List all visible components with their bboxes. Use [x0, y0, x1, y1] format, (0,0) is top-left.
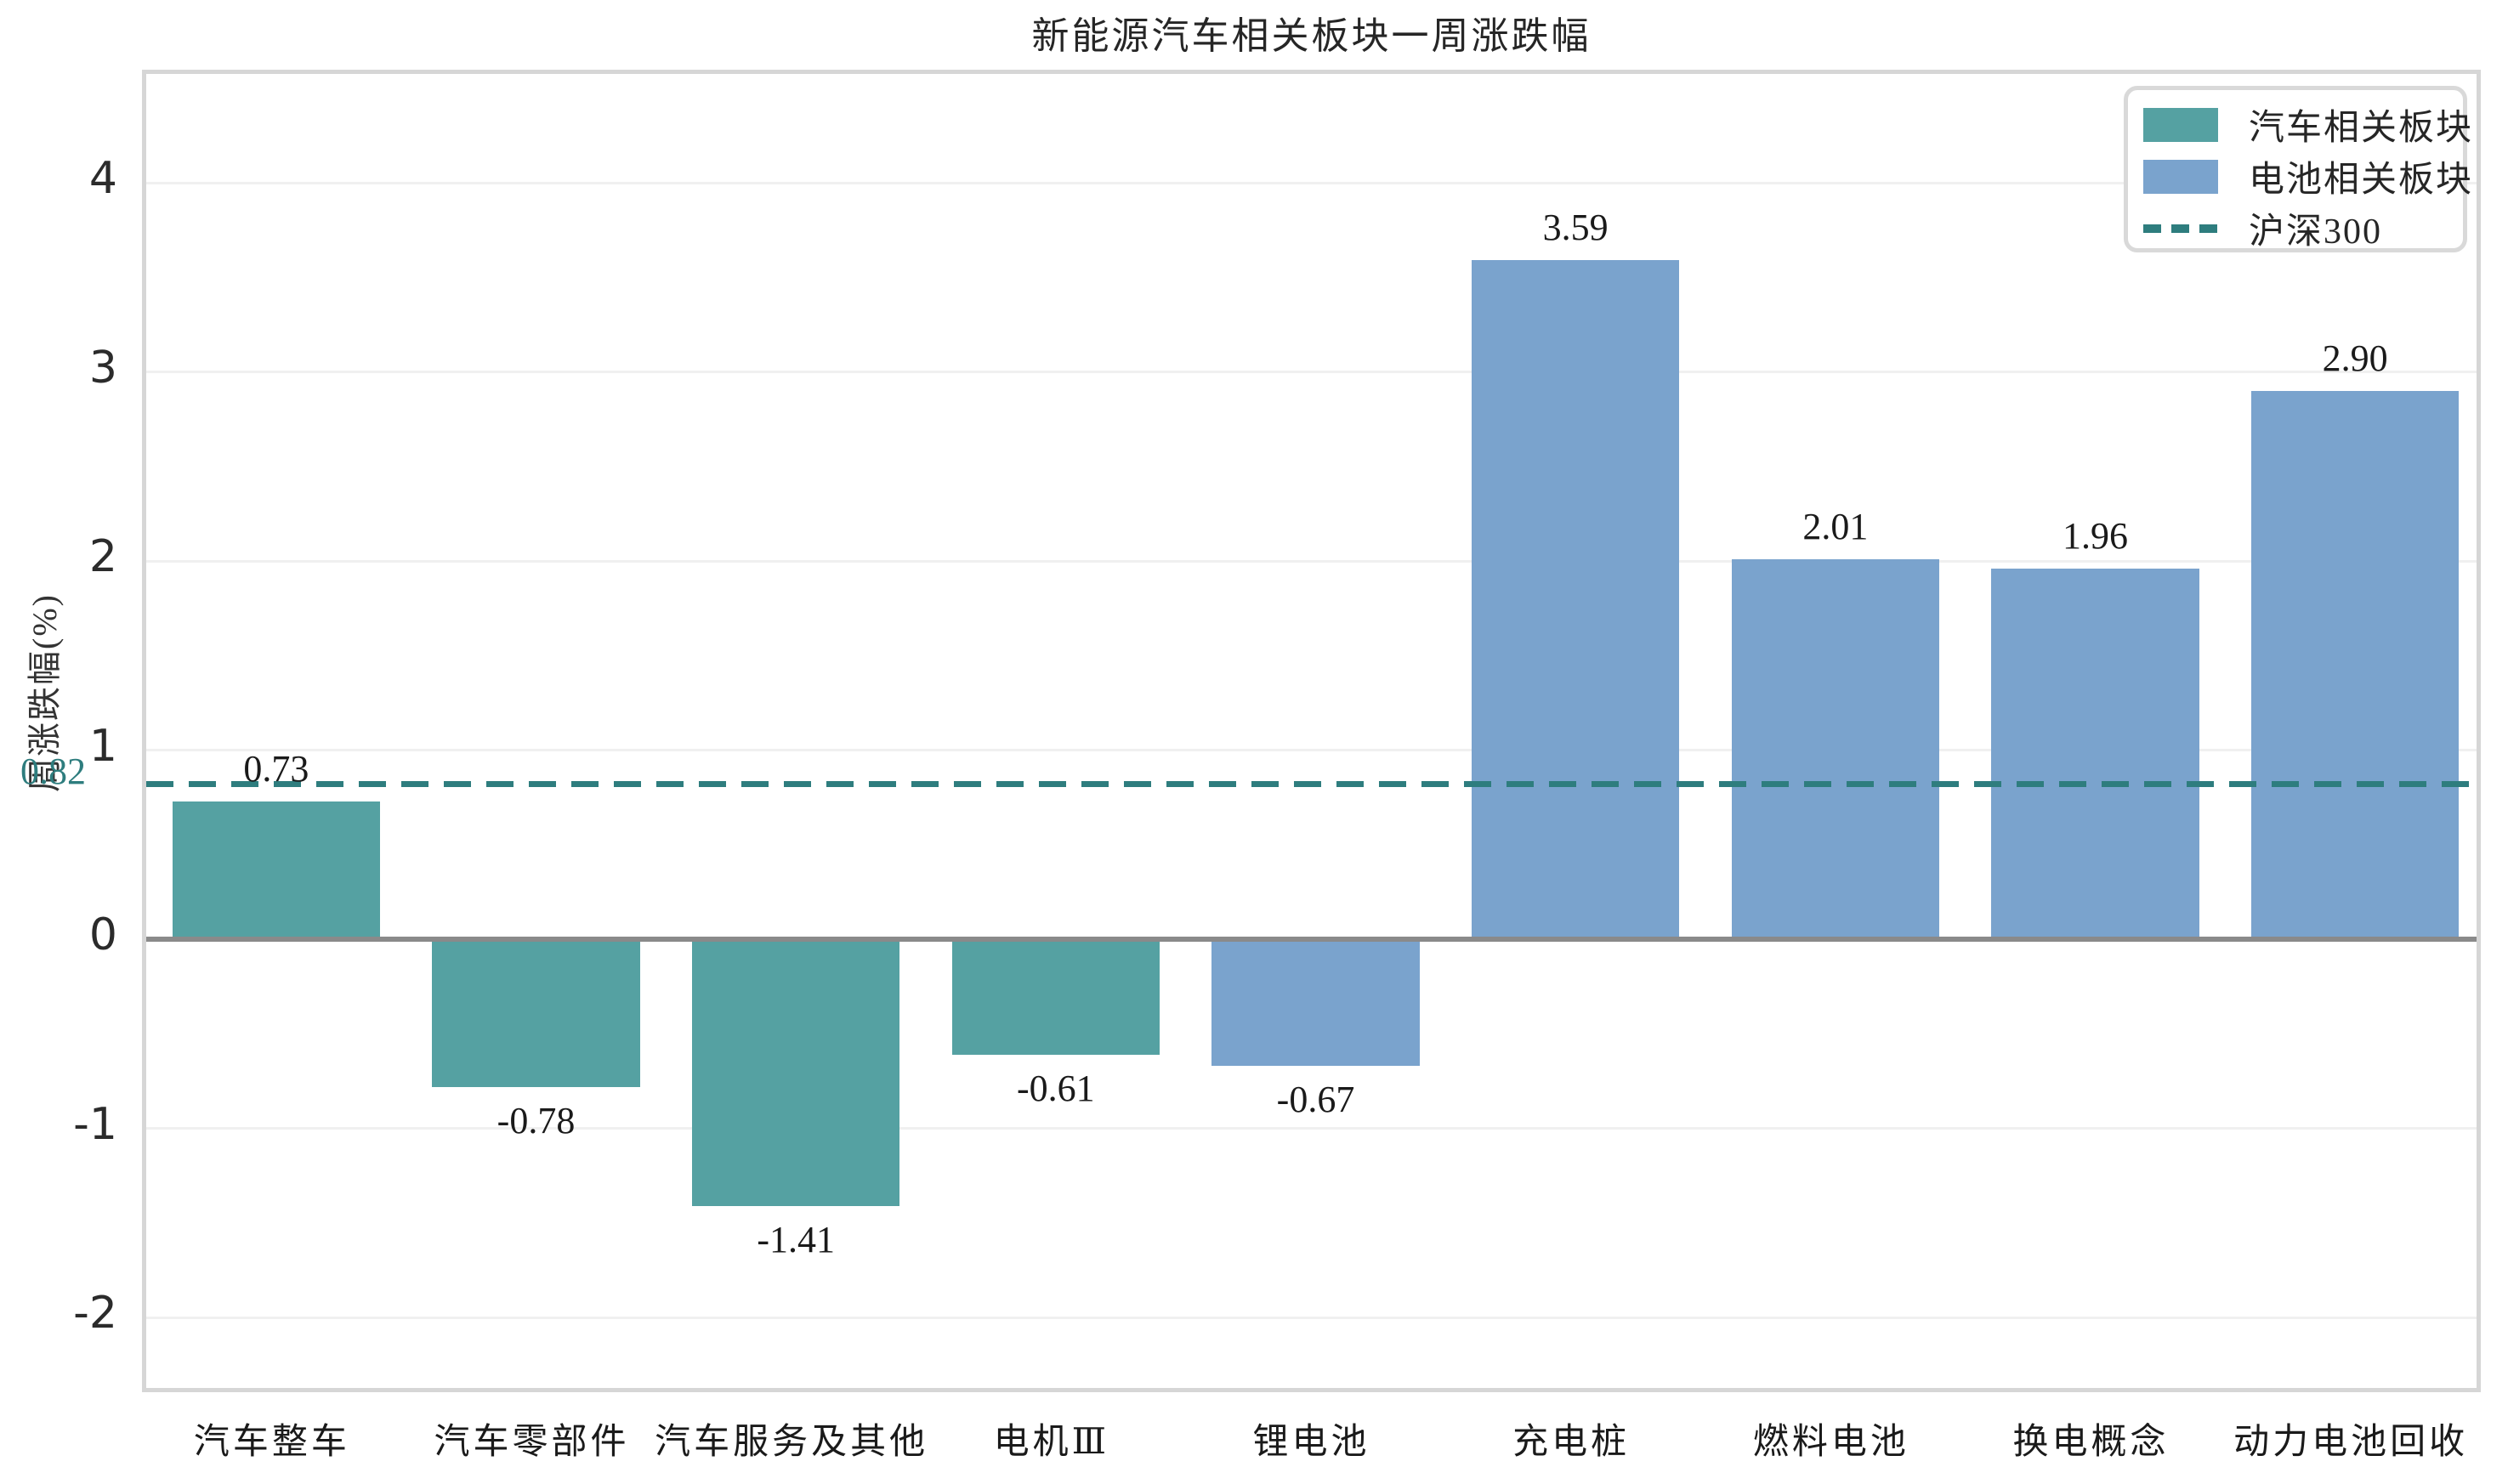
bar-value-label: 0.73 — [243, 747, 309, 790]
bar-value-label: 3.59 — [1542, 207, 1609, 249]
legend-dashed-line-swatch — [2143, 224, 2218, 233]
bar-value-label: 2.90 — [2322, 337, 2388, 379]
gridline — [146, 1316, 2477, 1319]
x-tick-label: 动力电池回收 — [2233, 1423, 2469, 1462]
x-tick-label: 汽车零部件 — [434, 1423, 630, 1462]
legend-item-汽车相关板块: 汽车相关板块 — [2143, 99, 2471, 150]
y-tick-label: -2 — [73, 1288, 117, 1339]
legend-color-swatch — [2143, 107, 2218, 142]
legend-label: 电池相关板块 — [2249, 161, 2474, 200]
bar-锂电池 — [1211, 939, 1420, 1067]
x-tick-label: 汽车整车 — [193, 1423, 350, 1462]
gridline — [146, 749, 2477, 751]
gridline — [146, 371, 2477, 373]
gridline — [146, 559, 2477, 563]
legend-item-沪深300: 沪深300 — [2143, 202, 2448, 254]
y-tick-label: 4 — [88, 153, 117, 204]
bar-value-label: -0.67 — [1276, 1079, 1355, 1121]
gridline — [146, 1127, 2477, 1130]
x-tick-label: 换电概念 — [2012, 1423, 2170, 1462]
bar-汽车零部件 — [432, 939, 640, 1087]
bar-value-label: -1.41 — [757, 1218, 835, 1260]
y-tick-label: 1 — [88, 720, 117, 772]
bar-汽车整车 — [172, 801, 381, 939]
bar-value-label: 1.96 — [2063, 514, 2128, 557]
hs300-dashed-line — [146, 781, 2477, 788]
legend: 汽车相关板块 电池相关板块 沪深300 — [2124, 86, 2471, 254]
legend-label: 沪深300 — [2249, 212, 2383, 252]
x-tick-label: 锂电池 — [1252, 1423, 1370, 1462]
gridline — [146, 181, 2477, 184]
y-tick-label: 2 — [88, 531, 117, 582]
bar-value-label: -0.61 — [1017, 1067, 1095, 1109]
y-tick-label: 3 — [88, 342, 117, 394]
legend-item-电池相关板块: 电池相关板块 — [2143, 150, 2471, 202]
bar-充电桩 — [1471, 260, 1680, 939]
bar-换电概念 — [1991, 568, 2199, 939]
y-tick-label: 0 — [88, 909, 117, 960]
zero-baseline — [146, 937, 2477, 942]
bar-燃料电池 — [1731, 558, 1940, 939]
bar-动力电池回收 — [2250, 390, 2460, 939]
plot-area: 0.73 -0.78 -1.41 -0.61 -0.67 3.59 2.01 1.96 2.90 — [142, 70, 2481, 1392]
bar-value-label: 2.01 — [1802, 505, 1869, 547]
x-tick-label: 燃料电池 — [1752, 1423, 1909, 1462]
legend-color-swatch — [2143, 159, 2218, 194]
bar-电机Ⅲ — [951, 939, 1160, 1055]
x-tick-label: 充电桩 — [1512, 1423, 1631, 1462]
chart-title: 新能源汽车相关板块一周涨跌幅 — [1031, 15, 1592, 57]
x-tick-label: 汽车服务及其他 — [655, 1423, 929, 1462]
y-tick-label: -1 — [73, 1098, 117, 1150]
legend-label: 汽车相关板块 — [2249, 109, 2474, 148]
bar-value-label: -0.78 — [496, 1099, 576, 1141]
x-tick-label: 电机Ⅲ — [993, 1423, 1110, 1462]
bar-汽车服务及其他 — [691, 939, 900, 1206]
hs300-value-annotation: 0.82 — [20, 750, 86, 792]
